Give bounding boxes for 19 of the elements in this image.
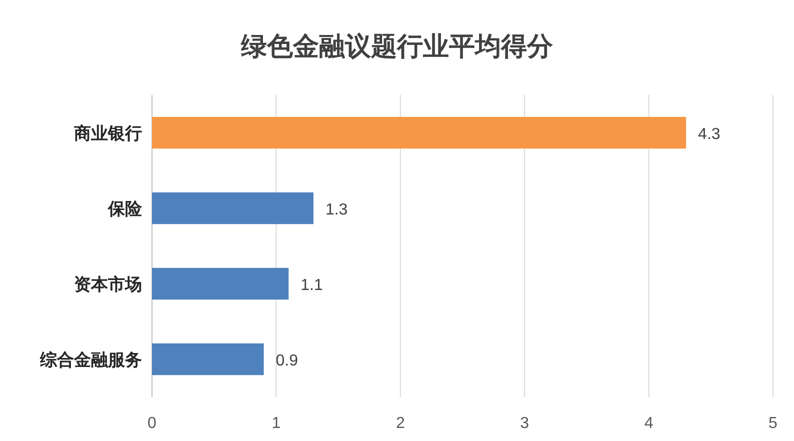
bar xyxy=(152,192,314,224)
y-tick-label: 资本市场 xyxy=(74,274,142,294)
bar xyxy=(152,343,264,376)
data-label: 0.9 xyxy=(276,352,298,370)
data-label: 1.1 xyxy=(300,276,323,294)
x-tick-label: 1 xyxy=(272,415,281,432)
y-tick-label: 综合金融服务 xyxy=(39,350,142,370)
data-label: 4.3 xyxy=(698,126,720,143)
x-tick-label: 5 xyxy=(768,415,778,432)
y-tick-label: 商业银行 xyxy=(73,124,142,143)
data-label: 1.3 xyxy=(325,201,348,218)
y-tick-label: 保险 xyxy=(107,199,143,218)
x-tick-label: 3 xyxy=(520,415,530,432)
x-tick-label: 2 xyxy=(396,415,405,432)
x-tick-label: 0 xyxy=(148,415,157,432)
chart-title: 绿色金融议题行业平均得分 xyxy=(240,31,554,61)
bar xyxy=(152,268,289,300)
bar xyxy=(152,116,686,149)
x-tick-label: 4 xyxy=(644,415,654,432)
